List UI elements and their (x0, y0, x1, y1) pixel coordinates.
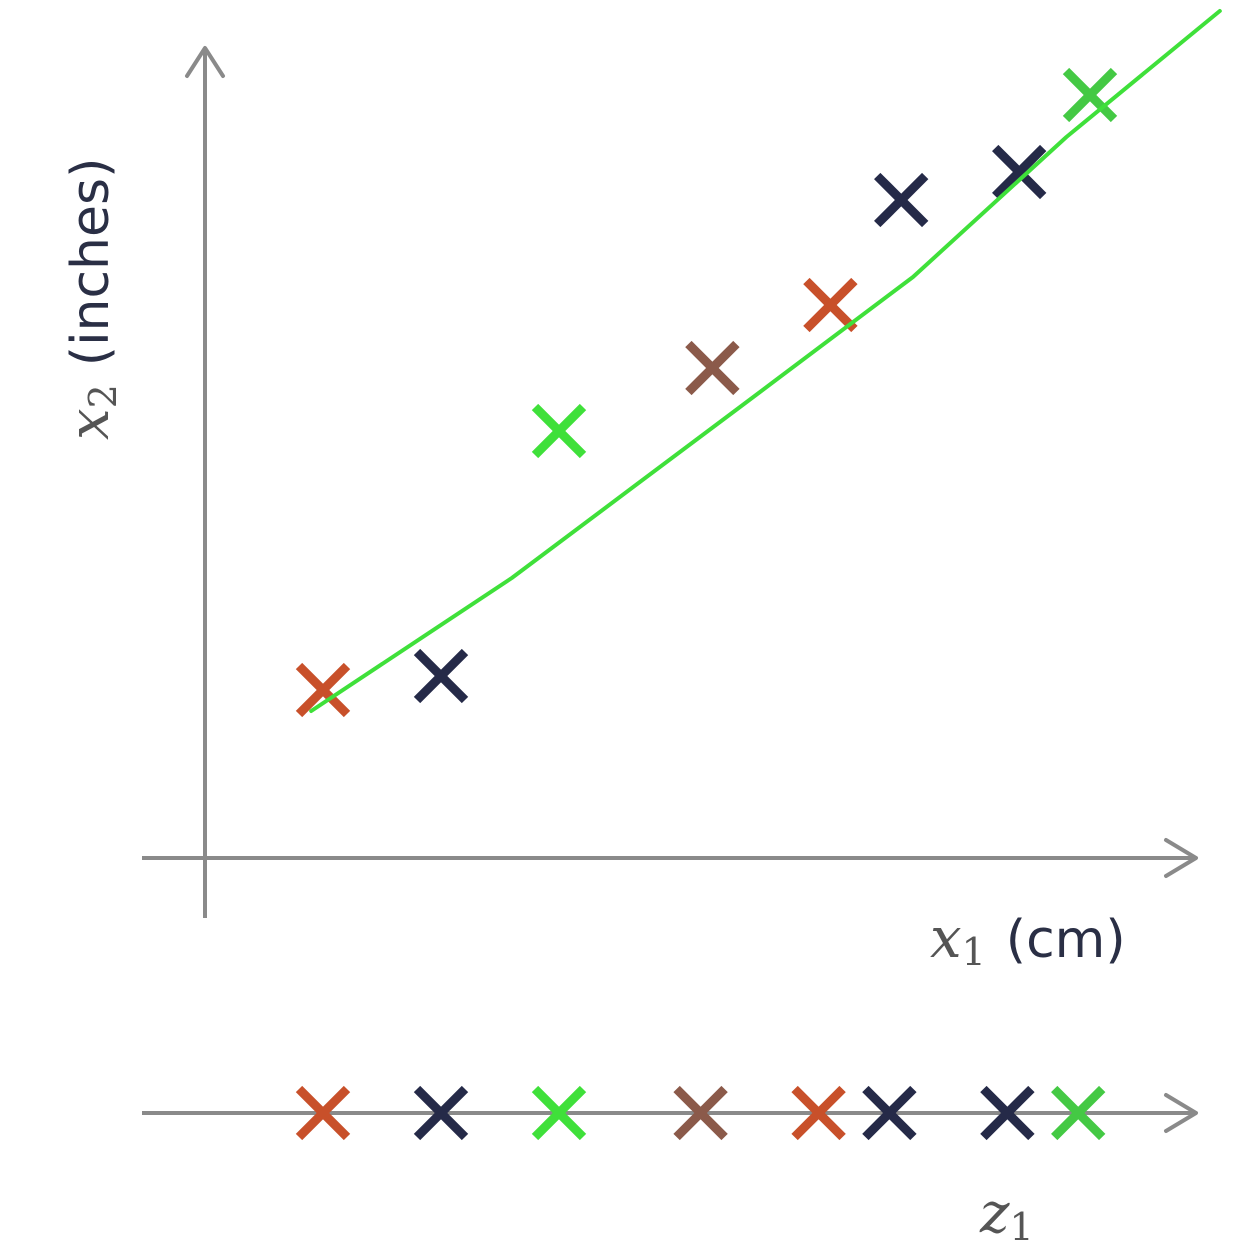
data-point-3-stroke (531, 403, 587, 459)
data-point-8-stroke (1062, 67, 1118, 123)
z-axis-label: z1 (979, 1181, 1034, 1249)
x-axis-label-unit: (cm) (1006, 910, 1126, 970)
z-axis-label-sub: 1 (1010, 1205, 1034, 1249)
projected-point-6 (862, 1085, 917, 1141)
data-point-2 (413, 648, 469, 704)
projection-plot: z1 (142, 1085, 1198, 1249)
projected-point-6-stroke (862, 1085, 917, 1141)
projected-point-8 (1051, 1085, 1106, 1141)
projected-point-8-stroke (1051, 1085, 1106, 1141)
projected-point-5-stroke (791, 1085, 846, 1141)
data-point-2-stroke (413, 648, 469, 704)
data-point-4 (685, 340, 740, 396)
projected-point-7 (980, 1085, 1035, 1141)
projected-point-3 (531, 1085, 587, 1141)
projected-point-5 (791, 1085, 846, 1141)
x-axis-label: x1 (cm) (930, 906, 1126, 974)
projected-point-2-stroke (413, 1085, 469, 1141)
data-point-4-stroke (685, 340, 740, 396)
projected-point-1 (295, 1085, 351, 1141)
projected-point-4-stroke (673, 1085, 728, 1141)
projected-point-7-stroke (980, 1085, 1035, 1141)
z-axis-label-var: z (979, 1181, 1010, 1246)
x-axis-label-var: x (930, 906, 962, 971)
y-axis-arrow-icon (185, 46, 225, 78)
data-point-6 (874, 172, 929, 228)
data-point-1-stroke (295, 662, 351, 718)
data-point-8 (1062, 67, 1118, 123)
data-point-5 (803, 277, 858, 333)
y-axis-label: x2 (inches) (57, 158, 125, 440)
projected-point-2 (413, 1085, 469, 1141)
data-point-7-stroke (992, 144, 1047, 200)
data-point-3 (531, 403, 587, 459)
fit-line (309, 9, 1222, 713)
projected-point-1-stroke (295, 1085, 351, 1141)
data-point-6-stroke (874, 172, 929, 228)
main-plot: x1 (cm) x2(inches) (57, 9, 1222, 974)
data-point-1 (295, 662, 351, 718)
y-axis-label-sub: 2 (81, 384, 125, 408)
data-point-5-stroke (803, 277, 858, 333)
projection-marks (295, 1085, 1106, 1141)
x-axis-label-sub: 1 (962, 930, 986, 974)
main-marks (295, 67, 1118, 718)
projected-point-3-stroke (531, 1085, 587, 1141)
data-point-7 (992, 144, 1047, 200)
y-axis-label-unit: (inches) (61, 158, 121, 367)
x-axis-arrow-icon (1164, 838, 1198, 878)
z-axis-arrow-icon (1164, 1093, 1198, 1133)
projected-point-4 (673, 1085, 728, 1141)
y-axis-label-var: x (57, 408, 122, 440)
